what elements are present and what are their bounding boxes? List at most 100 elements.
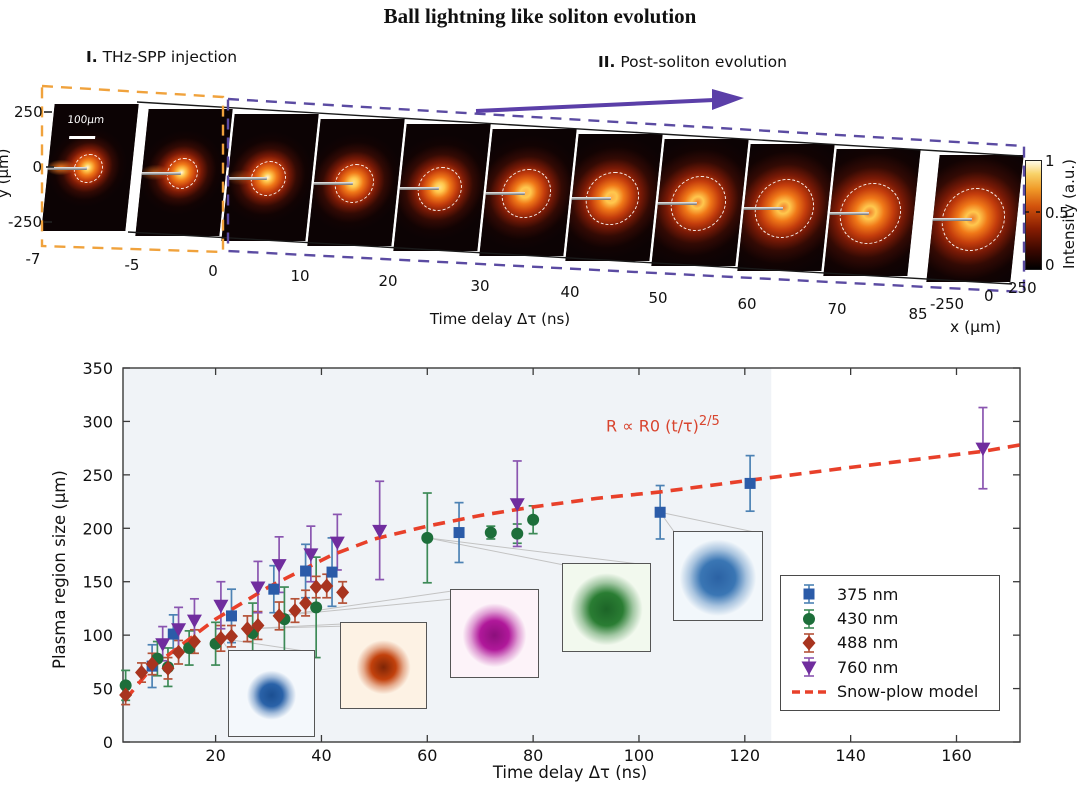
data-point-760nm xyxy=(509,498,525,512)
legend-row: 375 nm xyxy=(791,582,989,606)
needle xyxy=(222,176,268,180)
legend-marker-diamond xyxy=(802,633,816,653)
y-tick-label: 150 xyxy=(82,573,113,592)
scale-bar-label: 100µm xyxy=(66,114,105,127)
data-point-430nm xyxy=(527,513,540,526)
y-tick-label: 100 xyxy=(82,626,113,645)
legend-label: 430 nm xyxy=(837,609,899,629)
data-point-375nm xyxy=(654,506,666,518)
figure-title: Ball lightning like soliton evolution xyxy=(383,4,697,28)
legend-row: 430 nm xyxy=(791,607,989,631)
montage-xtick-0: 0 xyxy=(984,287,994,305)
data-point-760nm xyxy=(271,559,287,573)
needle xyxy=(652,201,698,205)
data-point-375nm xyxy=(268,583,280,595)
montage-time-tick: -7 xyxy=(25,250,41,268)
chart-y-axis-label: Plasma region size (µm) xyxy=(50,470,69,670)
data-point-488nm xyxy=(145,656,159,672)
data-point-760nm xyxy=(303,548,319,562)
colorbar-tick-0: 0 xyxy=(1045,256,1055,274)
y-tick-label: 300 xyxy=(82,412,113,431)
legend-marker-dashed-line xyxy=(792,690,826,694)
montage-frame-50ns xyxy=(651,139,749,266)
inset-spot-blue-dense-spot xyxy=(229,651,314,736)
colorbar-tick-1: 1 xyxy=(1045,152,1055,170)
montage-xtick-250: 250 xyxy=(1008,279,1037,297)
needle xyxy=(394,186,440,190)
needle xyxy=(927,217,973,221)
section-text-1: THz-SPP injection xyxy=(102,48,238,66)
data-point-760nm xyxy=(975,442,991,457)
needle xyxy=(738,206,784,210)
data-point-488nm xyxy=(161,660,175,676)
data-point-760nm xyxy=(213,599,229,614)
montage-frame-10ns xyxy=(307,119,405,246)
data-point-488nm xyxy=(299,595,313,611)
inset-spot-magenta-spot xyxy=(451,590,538,677)
montage-time-tick: 20 xyxy=(378,272,398,290)
data-point-375nm xyxy=(744,477,756,489)
data-point-430nm xyxy=(484,526,497,539)
montage-x-axis-label: x (µm) xyxy=(950,318,1002,336)
plot-frame xyxy=(122,367,1021,743)
y-tick-label: 0 xyxy=(103,733,113,752)
y-tick-label: 250 xyxy=(82,466,113,485)
inset-spot-orange-spot xyxy=(341,623,426,708)
data-point-488nm xyxy=(288,603,302,619)
needle xyxy=(480,191,526,195)
data-point-488nm xyxy=(214,630,228,646)
model-annotation-text: R ∝ R0 (t/τ) xyxy=(606,416,699,436)
data-point-488nm xyxy=(272,608,286,624)
montage-time-tick: 50 xyxy=(648,289,668,307)
inset-connector xyxy=(279,590,453,617)
section-text-2: Post-soliton evolution xyxy=(620,53,787,71)
montage-ytick-m250: -250 xyxy=(8,213,43,231)
inset-connector xyxy=(220,637,312,653)
legend-marker-glyph xyxy=(802,635,816,651)
inset-spot-blue-sparse xyxy=(673,531,763,621)
data-point-375nm xyxy=(167,628,179,640)
y-tick-label: 200 xyxy=(82,519,113,538)
data-point-488nm xyxy=(187,634,201,650)
montage-frame-0ns xyxy=(221,114,319,241)
montage-time-tick: 70 xyxy=(827,300,847,318)
montage-time-tick: 10 xyxy=(290,267,310,285)
data-point-760nm xyxy=(329,536,345,551)
model-annotation-exponent: 2/5 xyxy=(698,414,720,429)
inset-spot-green-spot xyxy=(563,564,650,651)
montage-y-axis-label: y (µm) xyxy=(0,148,12,198)
chart-legend: 375 nm 430 nm 488 nm 760 nm Snow-plow model xyxy=(780,575,1000,711)
model-annotation: R ∝ R0 (t/τ)2/5 xyxy=(606,414,720,435)
data-point-375nm xyxy=(225,610,237,622)
montage-time-tick: 85 xyxy=(908,305,928,323)
y-tick-label: 50 xyxy=(93,680,113,699)
inset-spot-blue-sparse-spot xyxy=(674,532,762,620)
x-tick-label: 40 xyxy=(311,746,331,765)
inset-spot-green xyxy=(562,563,651,652)
data-point-430nm xyxy=(119,679,132,692)
x-tick-label: 120 xyxy=(730,746,761,765)
montage-time-tick: 0 xyxy=(208,262,218,280)
legend-label: Snow-plow model xyxy=(837,682,979,702)
chart-x-axis-label: Time delay Δτ (ns) xyxy=(492,763,648,782)
legend-marker-square xyxy=(803,584,815,604)
legend-marker-glyph xyxy=(803,612,815,625)
needle xyxy=(136,171,182,175)
data-point-488nm xyxy=(119,687,133,703)
inset-spot-orange xyxy=(340,622,427,709)
x-tick-label: 60 xyxy=(417,746,437,765)
montage-frame--5ns xyxy=(135,109,233,236)
x-tick-label: 20 xyxy=(205,746,225,765)
montage-time-tick: -5 xyxy=(124,256,140,274)
legend-marker-circle xyxy=(803,608,815,629)
montage-time-tick: 40 xyxy=(560,283,580,301)
intensity-colorbar xyxy=(1025,160,1042,270)
y-tick-label: 350 xyxy=(82,359,113,378)
data-point-760nm xyxy=(372,524,388,539)
data-point-488nm xyxy=(309,579,323,595)
legend-marker-glyph xyxy=(801,661,817,676)
legend-marker-triangle-down xyxy=(801,657,817,678)
inset-connector xyxy=(660,511,760,534)
inset-spot-blue-dense xyxy=(228,650,315,737)
